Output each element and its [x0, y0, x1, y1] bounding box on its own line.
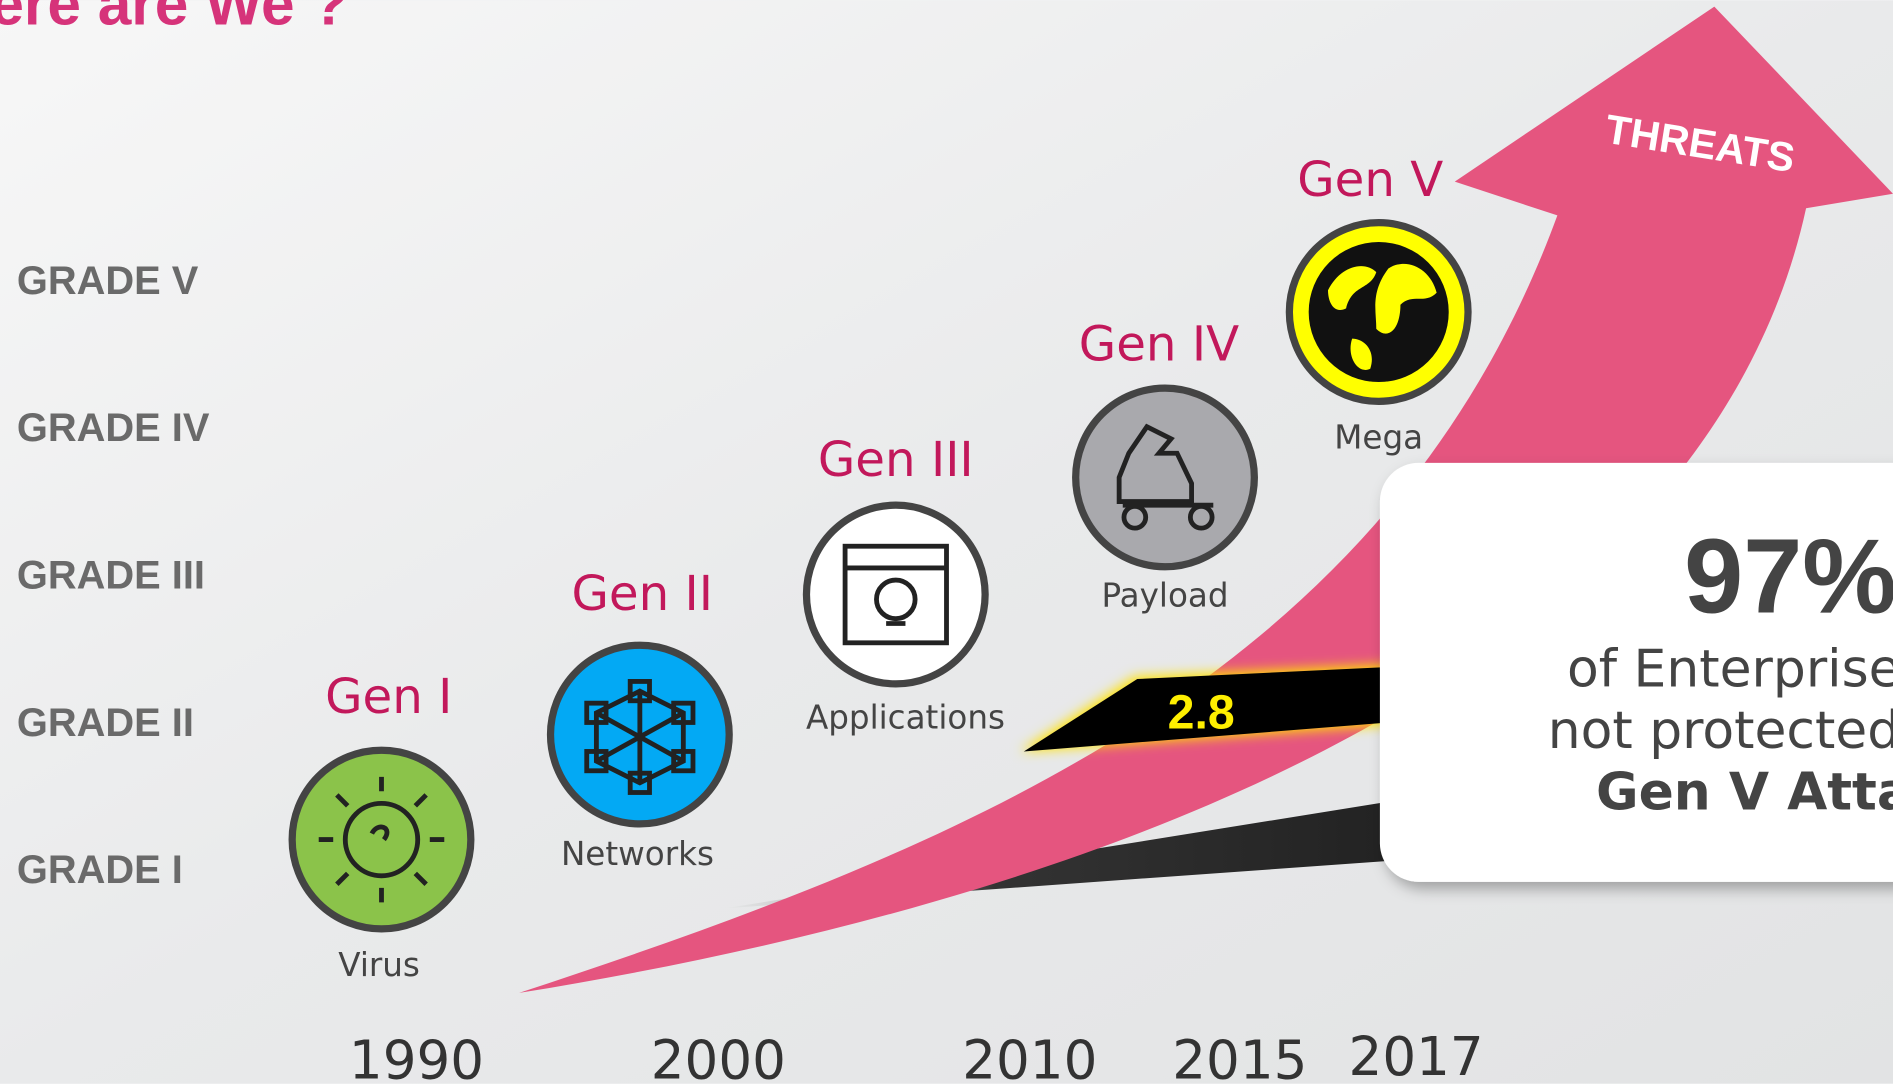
trojan-icon [1116, 423, 1215, 531]
app-icon [842, 543, 949, 646]
gen-caption: Payload [1101, 577, 1228, 615]
callout: 97% of Enterprise not protected Gen V At… [1379, 462, 1893, 882]
year-label: 2017 [1349, 1026, 1484, 1084]
gen-icon [802, 501, 989, 688]
gap-label: 2.8 [1168, 686, 1235, 740]
gen-label: Gen V [1297, 152, 1443, 208]
gen-caption: Networks [561, 835, 714, 873]
gen-caption: Applications [806, 699, 1005, 737]
gen-icon [1072, 384, 1258, 571]
callout-stat: 97% [1684, 517, 1893, 636]
virus-icon [318, 776, 445, 903]
callout-line: of Enterprise [1567, 639, 1893, 699]
gen-label: Gen I [325, 669, 452, 725]
year-label: 2010 [962, 1030, 1097, 1084]
title: ere are We ? [0, 0, 348, 38]
grade-label: GRADE IV [17, 406, 210, 450]
grades: GRADE V GRADE IV GRADE III GRADE II GRAD… [17, 259, 210, 892]
year-label: 2000 [651, 1030, 786, 1084]
callout-box [1379, 462, 1893, 882]
gen-label: Gen IV [1079, 316, 1239, 372]
threat-arrow [519, 6, 1893, 993]
gen-caption: Virus [338, 946, 420, 984]
callout-bold-line: Gen V Attac [1596, 762, 1893, 822]
grade-label: GRADE V [17, 259, 199, 303]
callout-line: not protected [1548, 701, 1893, 761]
grade-label: GRADE I [17, 848, 183, 892]
year-label: 1990 [349, 1030, 484, 1084]
years: 1990 2000 2010 2015 2017 [349, 1026, 1484, 1084]
network-icon [584, 679, 696, 795]
gen-label: Gen II [571, 566, 713, 622]
year-label: 2015 [1172, 1030, 1307, 1084]
gap-band [1023, 666, 1389, 752]
grade-label: GRADE II [17, 701, 194, 745]
gen-label: Gen III [818, 432, 974, 488]
grade-label: GRADE III [17, 553, 205, 597]
gen-caption: Mega [1334, 418, 1423, 456]
globe-icon [1308, 241, 1449, 383]
generations: Gen I Virus Gen II Networks Gen III Appl… [288, 152, 1472, 984]
